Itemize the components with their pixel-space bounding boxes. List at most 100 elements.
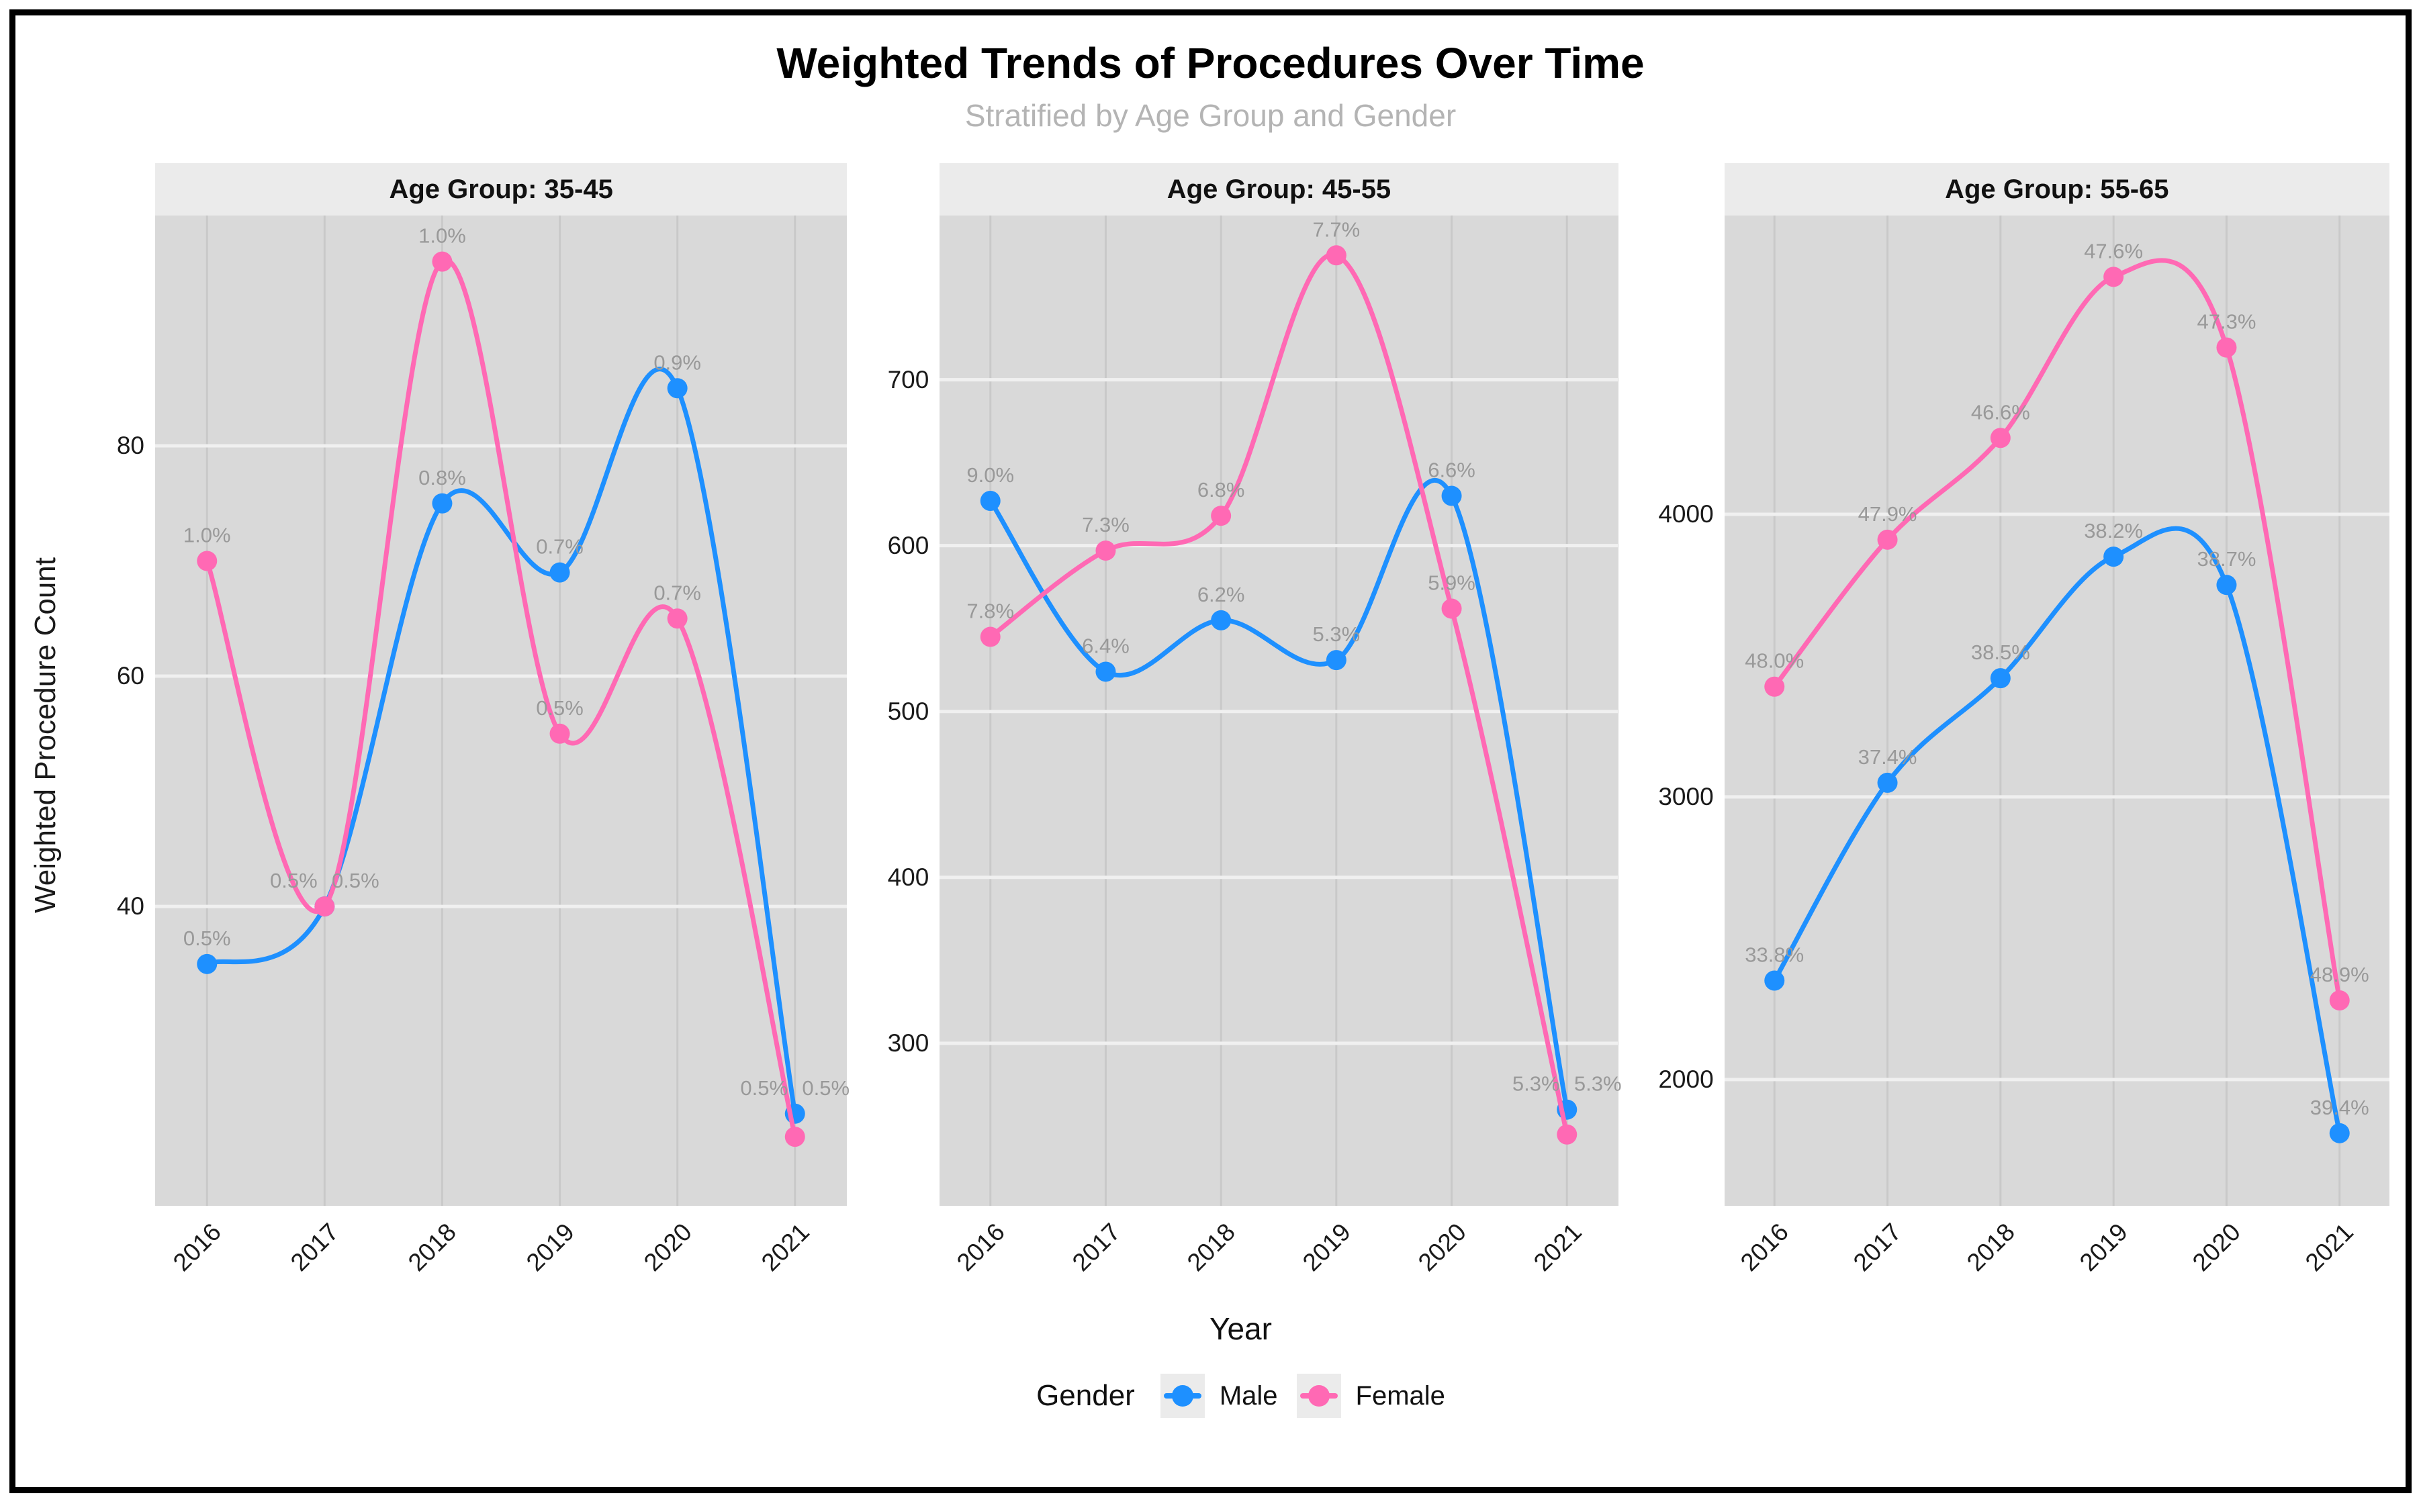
facet-chart-svg: 9.0% 7.8% 6.4% 7.3% 6.2% 6.8% 5.3% 7.7% 6.6% 5.9%…: [940, 216, 1622, 1206]
facet-strip-label: Age Group: 35-45: [155, 163, 848, 216]
x-tick-label: 2018: [1961, 1218, 2020, 1277]
legend-key-male: Male: [1160, 1374, 1278, 1418]
x-tick-label: 2016: [951, 1218, 1011, 1277]
facet-strip-label: Age Group: 55-65: [1724, 163, 2389, 216]
facet-35-45: Age Group: 35-45 40 60 80 0.5% 1.0% 0.5% 0.5%…: [76, 163, 850, 1307]
y-tick-label: 700: [887, 365, 929, 393]
point-label: 46.6%: [1971, 400, 2030, 424]
x-tick-label: 2019: [1297, 1218, 1357, 1277]
x-axis-title: Year: [1209, 1311, 1272, 1346]
plot-panel: 33.8% 48.0% 37.4% 47.9% 38.5% 46.6% 38.2% 47.6%…: [1724, 216, 2389, 1206]
x-tick-label: 2020: [638, 1218, 697, 1277]
point-label: 6.2%: [1197, 583, 1245, 606]
male-point: [667, 378, 688, 399]
y-tick-label: 3000: [1658, 782, 1714, 810]
point-label: 47.3%: [2197, 310, 2256, 334]
female-line: [1772, 258, 2342, 1003]
legend: Gender Male Female: [76, 1374, 2406, 1418]
female-point: [2329, 990, 2350, 1010]
point-label: 47.6%: [2084, 239, 2143, 263]
point-label: 0.8%: [418, 466, 466, 489]
male-point: [1990, 668, 2011, 689]
point-label: 0.5%: [183, 927, 231, 950]
female-line-point-icon: [1296, 1374, 1341, 1418]
facet-chart-svg: 0.5% 1.0% 0.5% 0.5% 0.8% 1.0% 0.7% 0.5% 0.9% 0.7%…: [155, 216, 850, 1206]
point-label: 33.8%: [1745, 943, 1804, 967]
female-point: [1990, 428, 2011, 448]
chart-subtitle: Stratified by Age Group and Gender: [964, 98, 1457, 133]
female-line: [988, 252, 1570, 1137]
facet-strip-label: Age Group: 45-55: [940, 163, 1618, 216]
legend-title: Gender: [1036, 1379, 1135, 1412]
point-label: 5.3%: [1512, 1072, 1560, 1096]
y-tick-label: 4000: [1658, 500, 1714, 528]
x-tick-label: 2018: [403, 1218, 462, 1277]
point-label: 37.4%: [1858, 745, 1917, 769]
point-label: 6.4%: [1082, 634, 1130, 657]
point-label: 0.5%: [332, 869, 379, 892]
figure-frame: Weighted Trends of Procedures Over Time …: [9, 9, 2412, 1493]
x-tick-label: 2019: [2074, 1218, 2133, 1277]
female-point: [1095, 540, 1116, 561]
point-label: 48.9%: [2310, 963, 2369, 986]
point-label: 7.7%: [1313, 218, 1361, 241]
male-point: [2329, 1123, 2350, 1143]
female-point: [1877, 529, 1898, 550]
x-tick-row: 2016 2017 2018 2019 2020 2021: [1725, 1206, 2389, 1307]
female-point: [197, 551, 218, 571]
male-point: [1877, 772, 1898, 793]
male-point: [2103, 547, 2123, 567]
point-label: 6.8%: [1197, 478, 1245, 502]
male-line: [988, 478, 1570, 1113]
x-tick-label: 2017: [1066, 1218, 1126, 1277]
point-label: 5.3%: [1313, 622, 1361, 646]
y-tick-gutter: 2000 3000 4000: [1618, 216, 1725, 1206]
y-axis-title-text: Weighted Procedure Count: [29, 557, 62, 913]
male-point: [1764, 970, 1784, 991]
x-tick-label: 2018: [1182, 1218, 1241, 1277]
y-tick-label: 300: [887, 1029, 929, 1057]
female-point: [314, 896, 335, 917]
point-label: 38.5%: [1971, 641, 2030, 664]
point-label: 0.9%: [653, 350, 701, 374]
female-point: [667, 608, 688, 629]
x-tick-label: 2017: [285, 1218, 345, 1277]
point-label: 0.5%: [270, 869, 318, 892]
x-tick-row: 2016 2017 2018 2019 2020 2021: [155, 1206, 847, 1307]
female-point: [980, 626, 1001, 647]
y-tick-label: 80: [116, 432, 144, 460]
point-label: 0.5%: [802, 1076, 850, 1100]
male-point: [1095, 661, 1116, 682]
female-point: [432, 251, 453, 272]
point-label: 0.7%: [653, 581, 701, 604]
point-label: 47.9%: [1858, 502, 1917, 526]
x-tick-row: 2016 2017 2018 2019 2020 2021: [940, 1206, 1618, 1307]
male-point: [1211, 610, 1232, 630]
male-point: [197, 953, 218, 974]
point-label: 9.0%: [967, 463, 1015, 487]
male-point: [2216, 575, 2237, 596]
facet-45-55: Age Group: 45-55 300 400 500 600 700 9.0% 7.8…: [847, 163, 1622, 1307]
x-tick-label: 2016: [1735, 1218, 1794, 1277]
male-point: [549, 562, 570, 583]
x-tick-label: 2021: [756, 1218, 815, 1277]
male-point: [980, 490, 1001, 511]
x-tick-label: 2016: [168, 1218, 227, 1277]
point-label: 39.4%: [2310, 1096, 2369, 1119]
point-label: 5.3%: [1574, 1072, 1622, 1096]
male-line: [204, 367, 798, 1117]
x-tick-label: 2020: [2187, 1218, 2246, 1277]
point-label: 7.8%: [967, 600, 1015, 623]
x-tick-label: 2019: [520, 1218, 580, 1277]
female-point: [1326, 245, 1347, 266]
y-tick-gutter: 300 400 500 600 700: [847, 216, 940, 1206]
point-label: 48.0%: [1745, 649, 1804, 673]
plot-panel: 0.5% 1.0% 0.5% 0.5% 0.8% 1.0% 0.7% 0.5% 0.9% 0.7%…: [155, 216, 850, 1206]
female-point: [549, 723, 570, 744]
female-line: [204, 258, 798, 1139]
x-tick-label: 2021: [1528, 1218, 1587, 1277]
point-label: 1.0%: [418, 224, 466, 248]
legend-key-female: Female: [1296, 1374, 1445, 1418]
female-point: [2103, 267, 2123, 287]
male-point: [1326, 650, 1347, 671]
